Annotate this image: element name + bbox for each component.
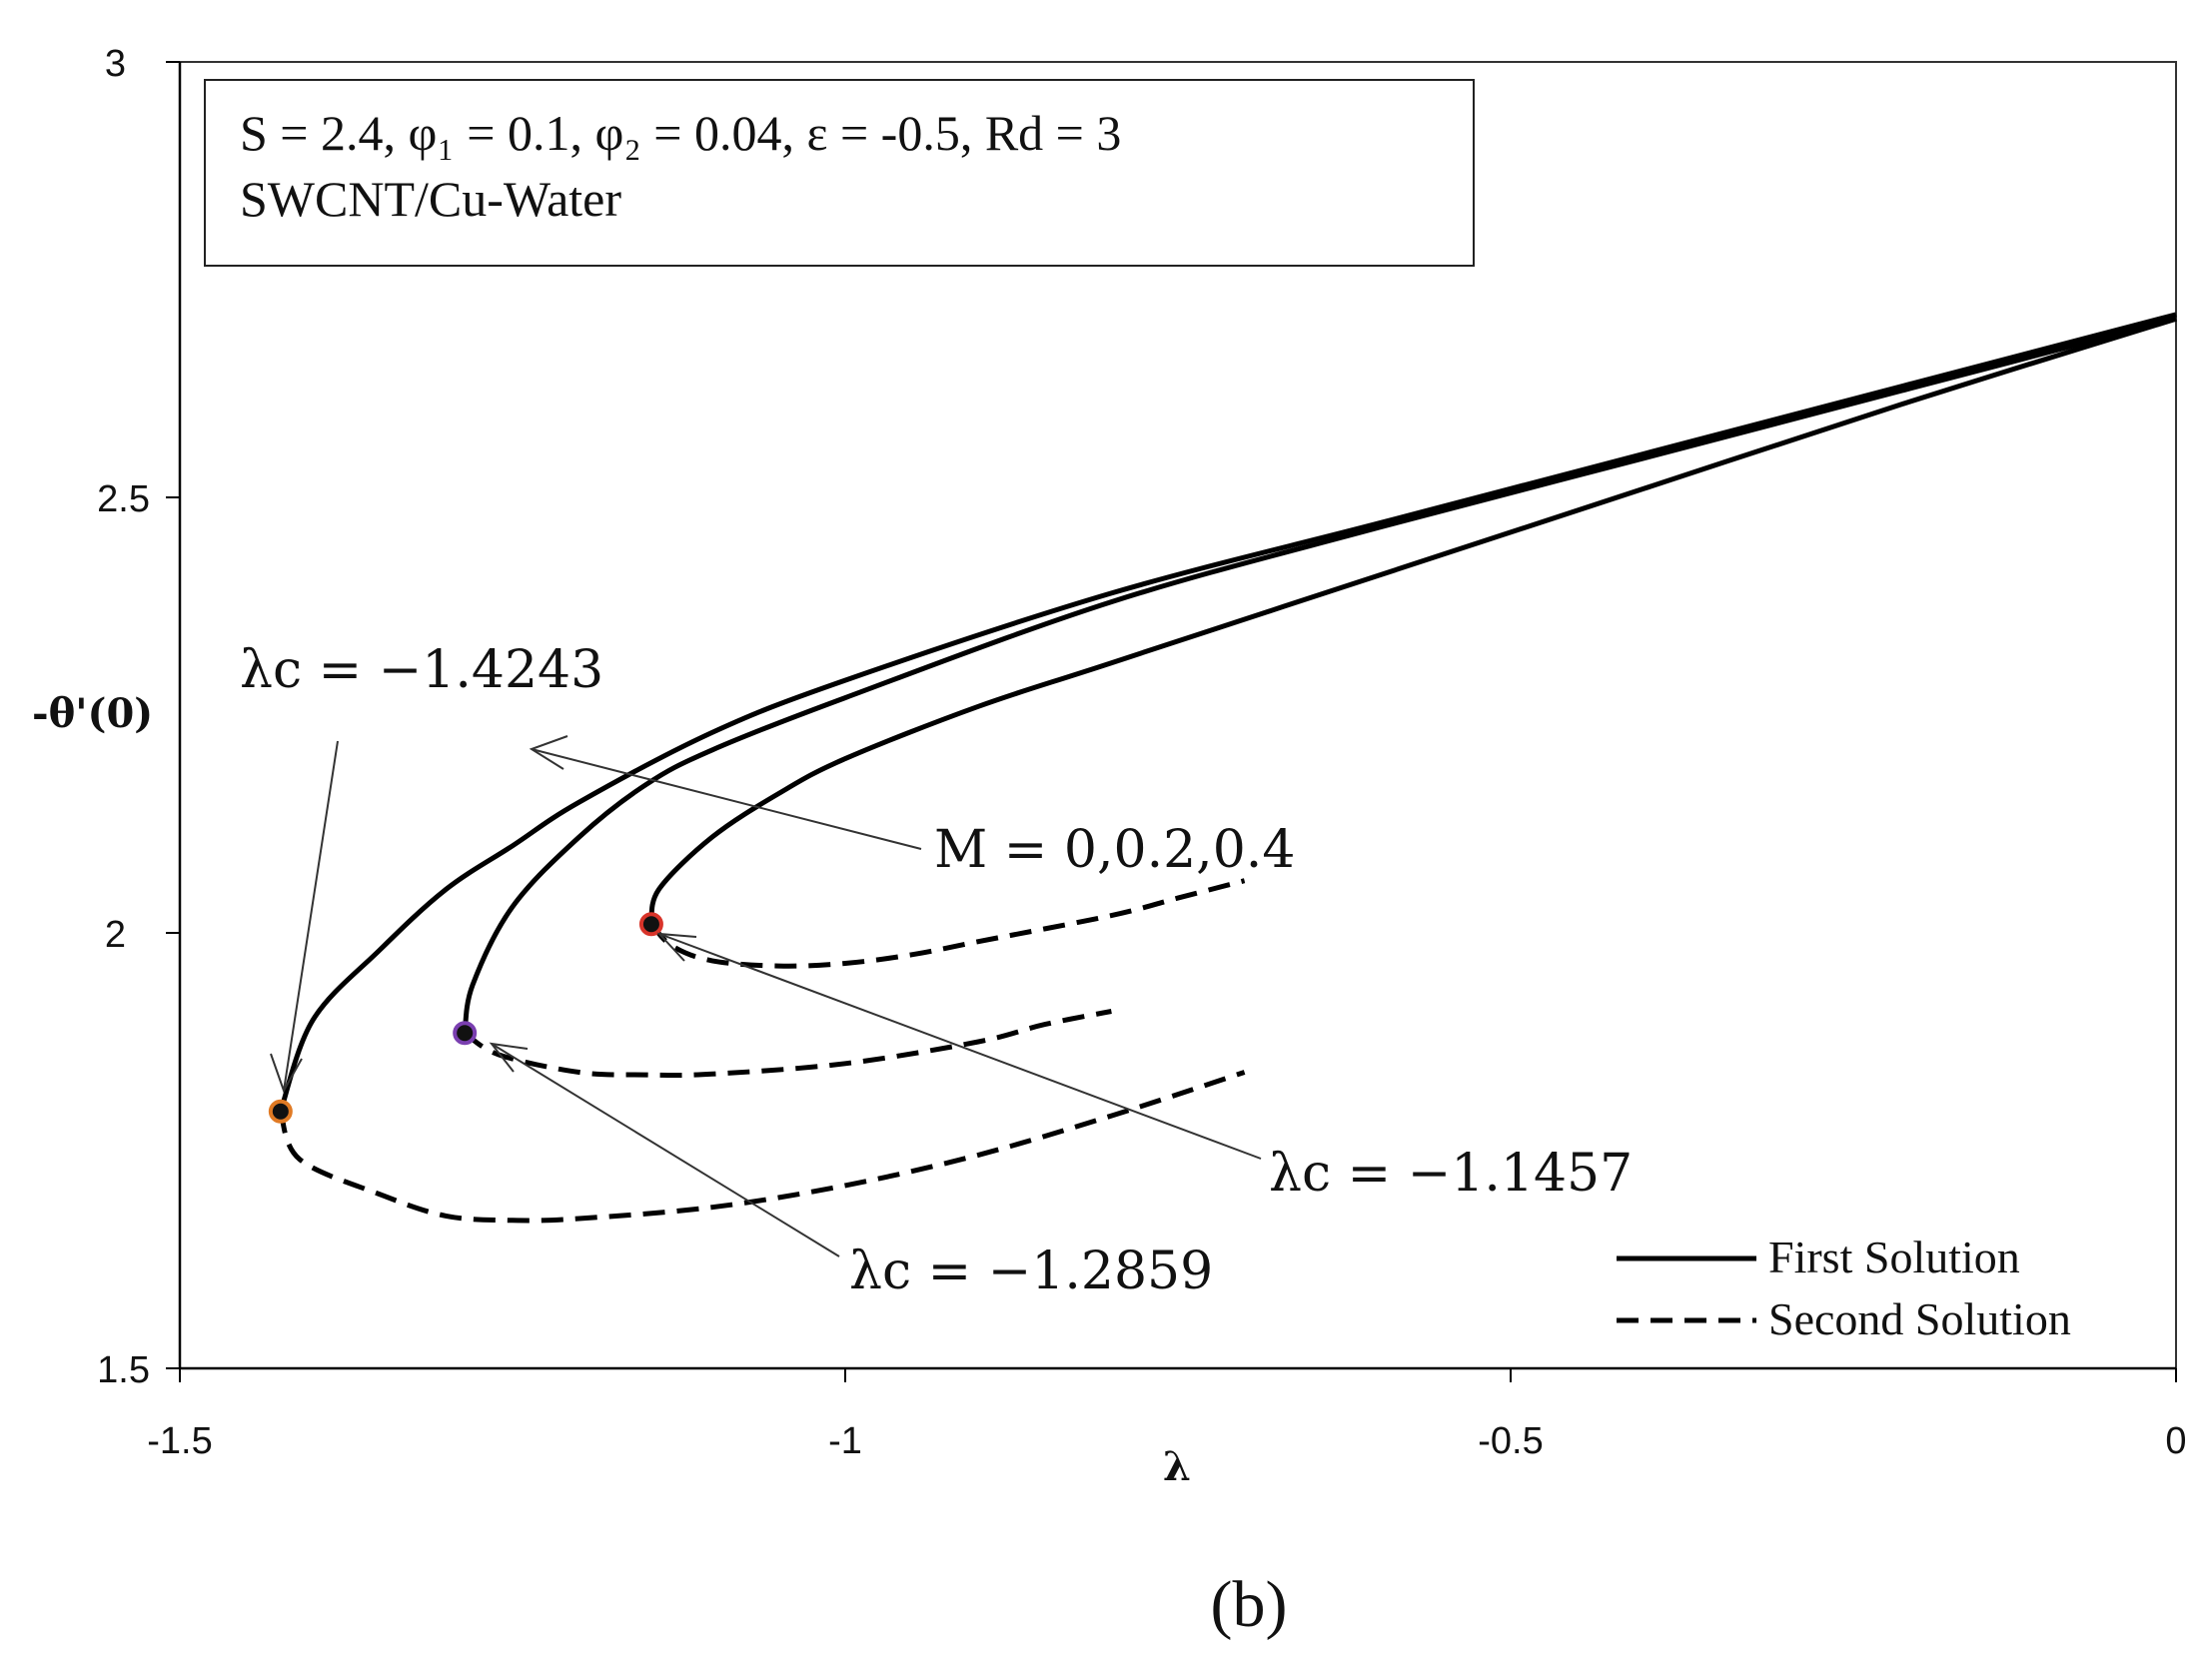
annotation-lc2: λc = −1.2859	[849, 1242, 1213, 1301]
arrow-lc2-head	[489, 1042, 529, 1073]
x-tick-label: -0.5	[1478, 1420, 1543, 1462]
arrow-lc1-head	[270, 1053, 303, 1094]
x-axis-title: λ	[1163, 1443, 1191, 1490]
critical-point-3	[638, 912, 663, 937]
arrow-m-head	[529, 735, 568, 770]
x-tick-label: -1	[828, 1420, 862, 1462]
critical-point-1	[268, 1099, 293, 1124]
info-box	[204, 79, 1475, 267]
arrow-lc1-line	[283, 740, 339, 1092]
x-ticks: -1.5 -1 -0.5 0	[147, 1368, 2187, 1462]
y-tick-label: 1.5	[97, 1349, 150, 1391]
info-box-line1: S = 2.4, φ₁ = 0.1, φ₂ = 0.04, ε = -0.5, …	[240, 105, 1121, 161]
second-solution-curve-4	[463, 1009, 1112, 1079]
y-ticks: 3 2.5 2 1.5	[97, 43, 180, 1391]
x-tick-label: -1.5	[147, 1420, 212, 1462]
y-tick-label: 3	[105, 43, 126, 85]
arrow-lc3-head	[656, 932, 697, 962]
legend-first-label: First Solution	[1768, 1232, 2020, 1282]
arrow-m-line	[531, 748, 922, 850]
arrow-lc2-line	[491, 1043, 840, 1257]
y-axis-title: -θ'(0)	[32, 690, 153, 737]
info-box-line2: SWCNT/Cu-Water	[240, 171, 621, 227]
x-tick-label: 0	[2165, 1420, 2186, 1462]
annotation-m: M = 0,0.2,0.4	[934, 820, 1295, 880]
annotation-lc3: λc = −1.1457	[1269, 1144, 1633, 1204]
second-solution-curve-3	[278, 1070, 1246, 1224]
legend-second-label: Second Solution	[1768, 1293, 2071, 1344]
arrow-lc3-line	[658, 933, 1262, 1160]
y-tick-label: 2.5	[97, 478, 150, 520]
legend: First Solution Second Solution	[1617, 1232, 2071, 1344]
annotation-arrows	[270, 735, 1262, 1257]
first-solution-curve-0	[278, 312, 2177, 1113]
first-solution-curve-1	[462, 316, 2177, 1034]
first-solution-curve-2	[648, 316, 2177, 925]
critical-points-layer	[268, 912, 663, 1124]
figure-caption: (b)	[1211, 1568, 1288, 1641]
y-tick-label: 2	[105, 914, 126, 956]
annotation-lc1: λc = −1.4243	[240, 640, 603, 700]
series-layer	[278, 312, 2177, 1224]
critical-point-2	[453, 1021, 478, 1046]
second-solution-curve-5	[649, 878, 1246, 969]
